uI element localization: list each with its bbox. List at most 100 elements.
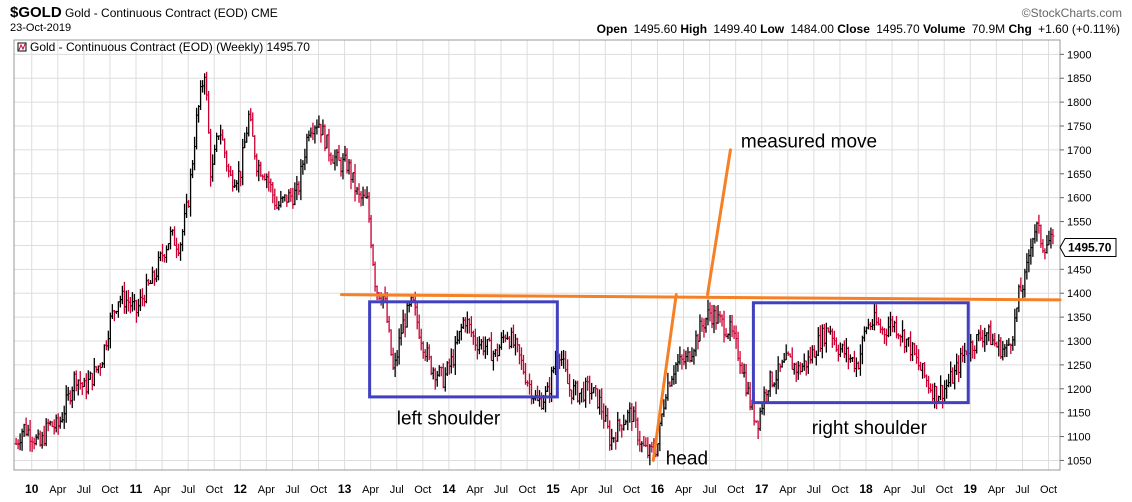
ohlc-bar	[672, 365, 676, 385]
ohlc-bar	[449, 348, 453, 374]
chart-grid	[14, 40, 1060, 470]
ohlc-bar	[888, 311, 892, 337]
ohlc-bar	[255, 153, 259, 177]
ohlc-bar	[901, 320, 905, 343]
ohlc-bar	[590, 382, 594, 400]
ohlc-bar	[846, 346, 850, 370]
ohlc-bar	[568, 373, 572, 397]
ohlc-bar	[419, 328, 423, 351]
high-value: 1499.40	[713, 22, 757, 36]
x-tick-label: Apr	[571, 484, 588, 496]
ohlc-bar	[441, 363, 445, 389]
last-value-label: 1495.70	[1068, 240, 1112, 254]
x-tick-label: 15	[546, 482, 560, 496]
ohlc-bar	[620, 424, 624, 438]
ohlc-bar	[357, 183, 361, 203]
ohlc-bar	[34, 434, 38, 446]
ohlc-bar	[211, 154, 215, 182]
ohlc-bar	[251, 112, 255, 137]
ohlc-bar	[297, 181, 301, 196]
ohlc-bar	[682, 349, 686, 366]
y-tick-label: 1900	[1067, 49, 1091, 61]
ohlc-bar	[610, 428, 614, 451]
instrument-name: Gold - Continuous Contract (EOD)	[65, 6, 248, 20]
ohlc-bar	[18, 433, 22, 451]
ohlc-bar	[917, 349, 921, 371]
ohlc-bar	[943, 380, 947, 403]
ohlc-bar	[890, 316, 894, 333]
ohlc-bar	[1029, 238, 1033, 265]
ohlc-bar	[235, 180, 239, 191]
ohlc-bar	[205, 71, 209, 101]
ohlc-bar	[293, 182, 297, 206]
ohlc-bar	[955, 353, 959, 375]
ohlc-bar	[291, 187, 295, 209]
ohlc-bar	[42, 425, 46, 447]
y-tick-label: 1850	[1067, 73, 1091, 85]
ohlc-bar	[802, 353, 806, 371]
ohlc-bar	[600, 388, 604, 420]
ohlc-bar	[544, 386, 548, 413]
ohlc-bar	[279, 190, 283, 208]
x-tick-label: Oct	[936, 484, 953, 496]
ohlc-bar	[405, 302, 409, 328]
ohlc-bar	[92, 357, 96, 387]
ohlc-bar	[1019, 277, 1023, 292]
ohlc-bar	[104, 340, 108, 351]
ohlc-bar	[417, 314, 421, 339]
ohlc-bar	[772, 382, 776, 388]
ohlc-bar	[221, 129, 225, 141]
ohlc-bar	[582, 381, 586, 403]
x-tick-label: Jul	[77, 484, 91, 496]
ohlc-bar	[738, 350, 742, 374]
x-tick-label: 17	[755, 482, 769, 496]
ohlc-bar	[947, 373, 951, 388]
ohlc-bar	[68, 390, 72, 405]
ohlc-bar	[564, 350, 568, 373]
ohlc-bar	[62, 405, 66, 429]
ohlc-bar	[622, 414, 626, 431]
ohlc-bar	[674, 362, 678, 384]
ohlc-bar	[38, 430, 42, 447]
ohlc-bar	[321, 119, 325, 136]
ohlc-bar	[30, 436, 34, 453]
ohlc-bar	[1031, 237, 1035, 257]
ohlc-bar	[215, 132, 219, 152]
ohlc-bar	[345, 148, 349, 174]
ohlc-bar	[572, 379, 576, 401]
ohlc-bar	[355, 186, 359, 195]
x-tick-label: Apr	[49, 484, 66, 496]
ohlc-bar	[257, 159, 261, 182]
chart-title: $GOLD Gold - Continuous Contract (EOD) C…	[10, 4, 278, 21]
ohlc-bar	[798, 362, 802, 375]
ohlc-bar	[271, 181, 275, 204]
x-axis: 10 Apr Jul Oct 11 Apr Jul Oct 12 Apr Jul Oct 13 Apr Ju…	[25, 482, 1057, 496]
open-value: 1495.60	[633, 22, 678, 36]
ohlc-bar	[748, 382, 752, 411]
ohlc-bar	[265, 173, 269, 189]
x-tick-label: Apr	[258, 484, 275, 496]
x-tick-label: Jul	[598, 484, 612, 496]
ohlc-bar	[1007, 338, 1011, 347]
ohlc-bar	[259, 161, 263, 177]
ohlc-bar	[52, 419, 56, 435]
x-tick-label: 16	[651, 482, 665, 496]
ohlc-bar	[475, 336, 479, 360]
ohlc-bar	[560, 350, 564, 366]
ohlc-bar	[54, 414, 58, 433]
ohlc-bar	[359, 191, 363, 207]
pattern-overlays: measured move left shoulder head right shou…	[339, 132, 1062, 469]
ohlc-bar	[285, 194, 289, 207]
x-tick-label: Jul	[1015, 484, 1029, 496]
ohlc-bar	[415, 301, 419, 330]
ohlc-bar	[433, 367, 437, 390]
ohlc-bar	[730, 314, 734, 338]
ohlc-bar	[457, 330, 461, 344]
ohlc-bar	[237, 161, 241, 193]
ohlc-bar	[814, 350, 818, 366]
ohlc-bar	[333, 149, 337, 171]
ohlc-bar	[469, 316, 473, 338]
ohlc-bar	[167, 243, 171, 251]
ohlc-bar	[764, 389, 768, 403]
